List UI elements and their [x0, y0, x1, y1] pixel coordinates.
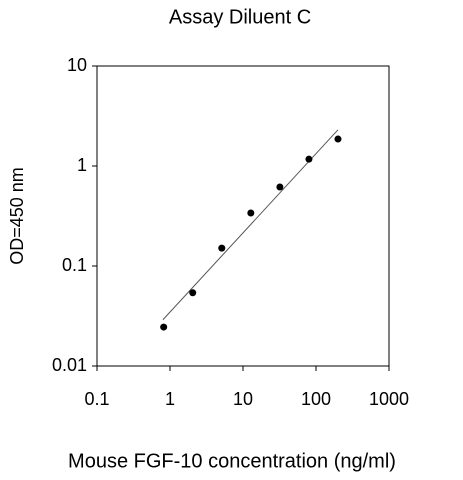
y-tick-label: 1 [77, 155, 87, 175]
data-point [247, 209, 255, 217]
data-point [305, 155, 313, 163]
x-tick-label: 10 [233, 389, 253, 409]
y-axis-label: OD=450 nm [7, 167, 27, 265]
x-tick-label: 1 [165, 389, 175, 409]
data-point [189, 289, 197, 297]
y-tick-label: 10 [67, 55, 87, 75]
y-tick-label: 0.1 [62, 255, 87, 275]
x-tick-label: 100 [301, 389, 331, 409]
data-point [160, 323, 168, 331]
data-point [276, 183, 284, 191]
x-axis-label: Mouse FGF-10 concentration (ng/ml) [68, 450, 396, 472]
data-point [218, 244, 226, 252]
x-tick-label: 1000 [369, 389, 409, 409]
data-point [334, 135, 342, 143]
y-tick-label: 0.01 [52, 355, 87, 375]
chart-title: Assay Diluent C [169, 6, 311, 28]
plot-frame [96, 65, 390, 367]
x-tick-label: 0.1 [84, 389, 109, 409]
